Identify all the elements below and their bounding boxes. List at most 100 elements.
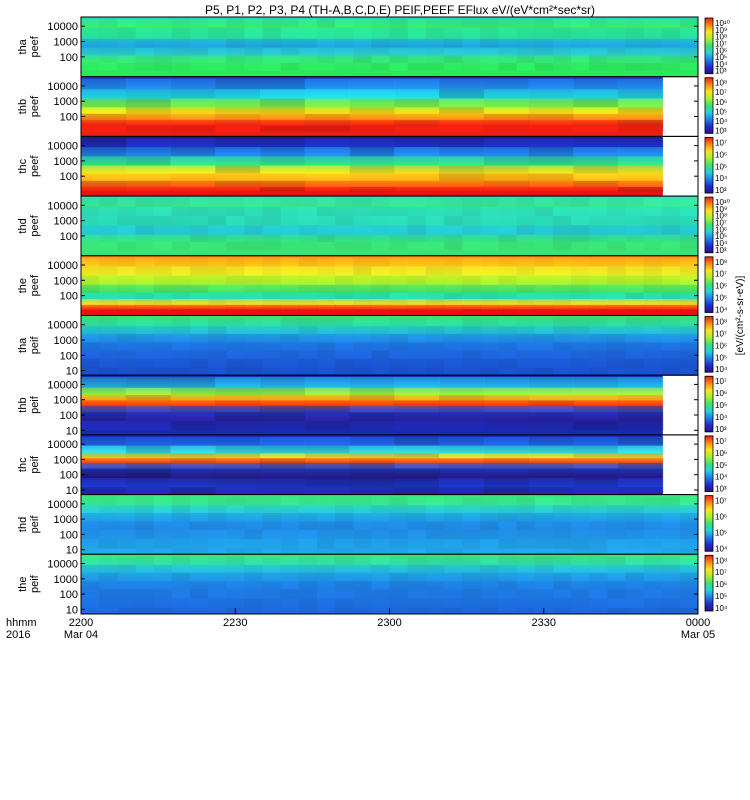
spectrogram-cell (125, 113, 171, 120)
spectrogram-cell (208, 304, 227, 310)
spectrogram-cell (304, 186, 350, 192)
spectrogram-cell (262, 350, 282, 359)
spectrogram-cell (552, 342, 572, 351)
spectrogram-cell (298, 556, 318, 565)
spectrogram-cell (189, 241, 209, 250)
spectrogram-cell (262, 18, 282, 28)
spectrogram-cell (353, 304, 372, 310)
spectrogram-cell (443, 275, 463, 285)
spectrogram-cell (298, 298, 318, 305)
spectrogram-cell (81, 206, 100, 216)
spectrogram-cell (516, 27, 536, 39)
spectrogram-cell (371, 350, 390, 359)
spectrogram-cell (171, 292, 191, 299)
spectrogram-cell (443, 342, 463, 351)
spectrogram-cell (498, 317, 517, 327)
spectrogram-cell (480, 27, 499, 39)
spectrogram-cell (170, 487, 216, 494)
spectrogram-cell (534, 266, 554, 276)
spectrogram-cell (661, 18, 681, 28)
spectrogram-cell (244, 608, 263, 613)
spectrogram-cell (215, 147, 261, 157)
spectrogram-cell (171, 564, 191, 573)
spectrogram-cell (171, 342, 191, 351)
spectrogram-cell (215, 453, 261, 459)
spectrogram-cell (280, 38, 300, 48)
spectrogram-cell (407, 292, 427, 299)
spectrogram-cell (480, 62, 499, 71)
spectrogram-cell (480, 298, 499, 305)
spectrogram-cell (661, 350, 681, 359)
spectrogram-cell (443, 62, 463, 71)
spectrogram-cell (353, 62, 372, 71)
spectrogram-cell (171, 539, 191, 549)
spectrogram-cell (171, 309, 191, 311)
spectrogram-cell (371, 47, 390, 56)
spectrogram-cell (618, 138, 664, 148)
spectrogram-cell (625, 216, 644, 226)
spectrogram-cell (81, 521, 100, 530)
spectrogram-cell (171, 234, 191, 242)
spectrogram-cell (589, 18, 608, 28)
spectrogram-cell (516, 225, 536, 235)
spectrogram-cell (208, 581, 227, 590)
spectrogram-cell (407, 241, 427, 250)
spectrogram-cell (135, 539, 154, 549)
spectrogram-cell (117, 18, 136, 28)
spectrogram-cell (371, 589, 390, 599)
spectrogram-cell (208, 496, 227, 506)
spectrogram-cell (407, 317, 427, 327)
spectrogram-cell (439, 453, 485, 459)
spectrogram-cell (226, 284, 245, 293)
spectrogram-cell (618, 436, 664, 446)
spectrogram-cell (117, 38, 136, 48)
spectrogram-cell (81, 165, 127, 174)
spectrogram-cell (244, 304, 263, 310)
spectrogram-cell (81, 608, 100, 613)
spectrogram-cell (99, 38, 118, 48)
spectrogram-cell (443, 27, 463, 39)
spectrogram-cell (679, 257, 699, 267)
spectrogram-cell (260, 180, 306, 187)
y-tick-label: 100 (60, 231, 78, 243)
colorbar-tick-label: 10⁷ (715, 270, 727, 279)
spectrogram-cell (153, 241, 173, 250)
spectrogram-cell (498, 206, 517, 216)
spectrogram-cell (81, 445, 127, 454)
x-tick-label: 2300 (377, 617, 401, 629)
spectrogram-cell (316, 284, 336, 293)
spectrogram-cell (552, 62, 572, 71)
spectrogram-cell (304, 180, 350, 187)
spectrogram-cell (304, 89, 350, 99)
spectrogram-cell (618, 89, 664, 99)
spectrogram-cell (462, 548, 481, 554)
spectrogram-cell (607, 292, 626, 299)
spectrogram-cell (679, 241, 699, 250)
colorbar-tick-label: 10³ (715, 126, 727, 135)
colorbar-tick-label: 10⁶ (715, 150, 727, 159)
spectrogram-cell (153, 333, 173, 343)
spectrogram-cell (99, 309, 118, 311)
spectrogram-cell (625, 62, 644, 71)
spectrogram-cell (589, 198, 608, 207)
spectrogram-cell (262, 505, 282, 514)
spectrogram-cell (117, 257, 136, 267)
spectrogram-cell (443, 284, 463, 293)
spectrogram-cell (189, 317, 209, 327)
spectrogram-cell (353, 18, 372, 28)
spectrogram-cell (394, 487, 440, 494)
spectrogram-cell (125, 421, 171, 431)
spectrogram-cell (208, 292, 227, 299)
spectrogram-cell (589, 564, 608, 573)
spectrogram-cell (589, 589, 608, 599)
spectrogram-cell (407, 350, 427, 359)
spectrogram-cell (298, 206, 318, 216)
spectrogram-cell (117, 55, 136, 63)
spectrogram-cell (244, 62, 263, 71)
spectrogram-cell (349, 173, 395, 181)
spectrogram-cell (643, 284, 663, 293)
spectrogram-cell (215, 186, 261, 192)
spectrogram-cell (262, 38, 282, 48)
spectrogram-cell (389, 333, 409, 343)
